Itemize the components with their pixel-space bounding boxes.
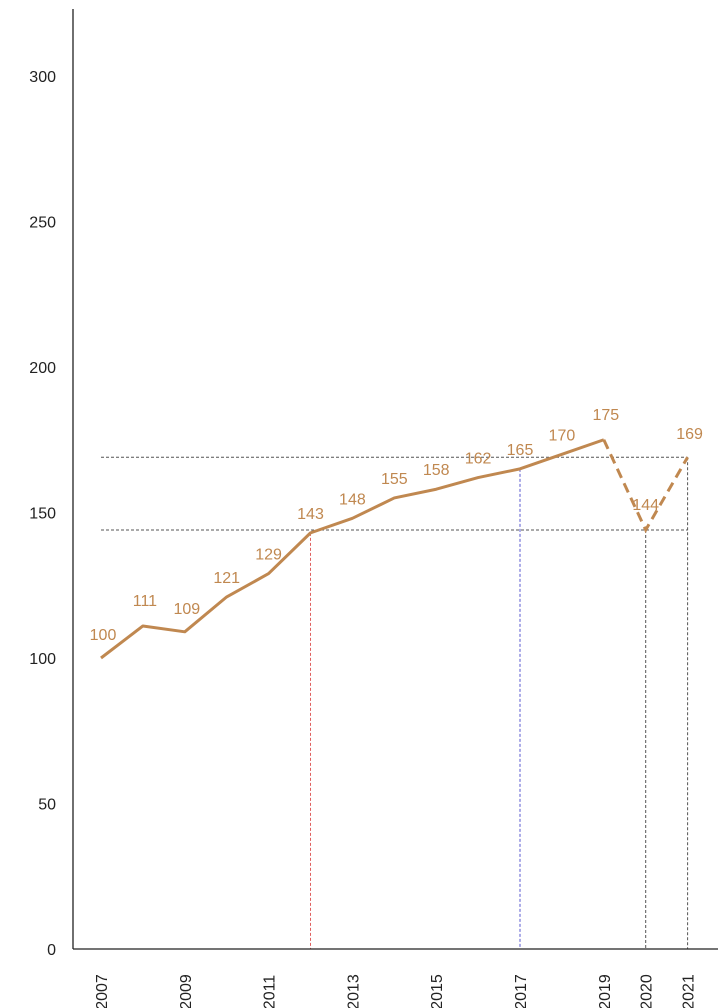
x-tick-label-2009: 2009 (178, 974, 195, 1008)
reference-lines (101, 456, 689, 949)
data-label-2007: 100 (90, 627, 117, 644)
x-tick-label-2013: 2013 (345, 974, 362, 1008)
x-tick-label-2017: 2017 (513, 974, 530, 1008)
data-label-2019: 175 (592, 407, 619, 424)
data-label-2018: 170 (549, 427, 576, 444)
x-tick-label-2011: 2011 (262, 975, 279, 1008)
y-tick-label-100: 100 (29, 651, 56, 668)
axes: 0 50 100 150 200 250 300 2007 2009 2011 2013 2015 20… (29, 9, 718, 1008)
data-label-2020: 144 (632, 497, 659, 514)
data-label-2010: 121 (213, 570, 240, 587)
y-tick-label-0: 0 (47, 942, 56, 959)
series-line-dashed (602, 439, 689, 534)
y-tick-label-200: 200 (29, 360, 56, 377)
x-tick-label-2007: 2007 (94, 974, 111, 1008)
data-labels: 100 111 109 121 129 143 148 155 158 162 165 170 175 1… (90, 407, 703, 644)
data-label-2021: 169 (676, 426, 703, 443)
y-tick-label-150: 150 (29, 506, 56, 523)
data-label-2009: 109 (173, 601, 200, 618)
y-tick-label-250: 250 (29, 215, 56, 232)
x-tick-label-2015: 2015 (429, 974, 446, 1008)
data-label-2013: 148 (339, 491, 366, 508)
data-label-2016: 162 (465, 451, 492, 468)
y-tick-label-50: 50 (38, 797, 56, 814)
y-tick-label-300: 300 (29, 69, 56, 86)
data-label-2011: 129 (255, 547, 282, 564)
x-tick-label-2019: 2019 (597, 974, 614, 1008)
x-tick-label-2021: 2021 (681, 974, 698, 1008)
data-label-2008: 111 (133, 593, 157, 610)
series-group (100, 438, 689, 660)
x-tick-label-2020: 2020 (639, 974, 656, 1008)
data-label-2012: 143 (297, 506, 324, 523)
data-label-2014: 155 (381, 471, 408, 488)
data-label-2017: 165 (507, 442, 534, 459)
series-line-solid (100, 438, 605, 660)
data-label-2015: 158 (423, 462, 450, 479)
